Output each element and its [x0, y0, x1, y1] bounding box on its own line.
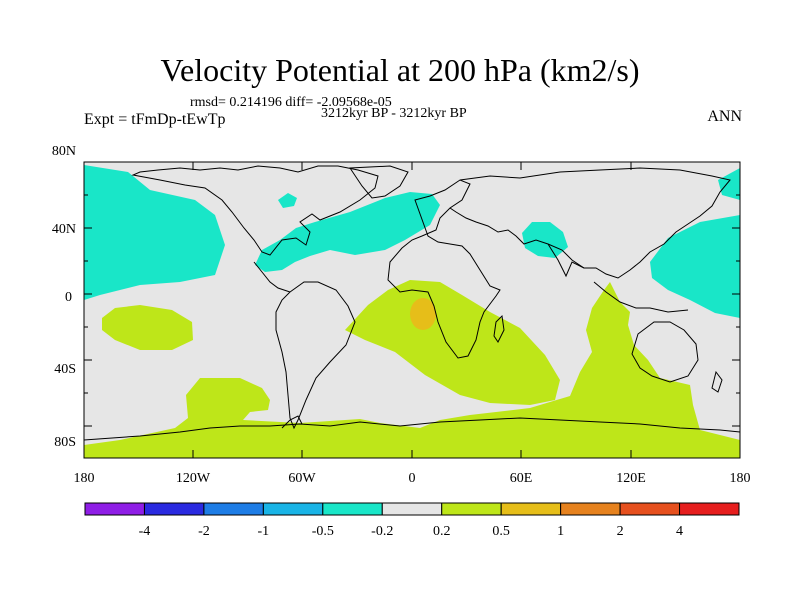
colorbar-swatch: [560, 502, 621, 516]
lat-ticks: [84, 161, 740, 427]
coast-new-zealand: [711, 370, 723, 393]
colorbar-swatch: [84, 502, 145, 516]
coast-antarctic-peninsula: [281, 415, 303, 429]
colorbar-label: -4: [139, 524, 151, 539]
colorbar-label: -0.5: [312, 524, 334, 539]
cyan-region-north-atlantic: [255, 192, 440, 272]
contour-fills: [84, 165, 740, 458]
colorbar-label: 0.5: [492, 524, 510, 539]
colorbar-swatch: [679, 502, 740, 516]
lon-label: 60E: [510, 471, 533, 486]
colorbar-swatch: [143, 502, 205, 516]
lat-label: 80S: [54, 435, 76, 450]
coast-india: [547, 243, 585, 278]
lat-label: 40S: [54, 362, 76, 377]
lon-label: 0: [409, 471, 416, 486]
green-region-southern-ocean: [84, 282, 740, 458]
cyan-region-north-pacific: [84, 165, 225, 300]
lat-label: 80N: [52, 144, 76, 159]
orange-region-gulf-of-guinea: [410, 298, 436, 330]
colorbar-label: 1: [557, 524, 564, 539]
colorbar-swatch: [500, 502, 562, 516]
coast-north-america: [131, 165, 379, 256]
lon-label: 60W: [288, 471, 316, 486]
colorbar-swatch: [619, 502, 681, 516]
colorbar-label: 2: [617, 524, 624, 539]
lon-label: 120E: [616, 471, 646, 486]
colorbar-swatch: [203, 502, 264, 516]
colorbar-label: -2: [198, 524, 210, 539]
colorbar-label: 0.2: [433, 524, 451, 539]
period-line: 3212kyr BP - 3212kyr BP: [321, 106, 467, 121]
cyan-region-west-pacific: [650, 215, 740, 318]
coast-indonesia: [593, 281, 689, 313]
coast-europe-africa: [387, 179, 501, 359]
coast-greenland: [349, 165, 409, 199]
colorbar-swatch: [262, 502, 324, 516]
coast-australia: [631, 321, 699, 383]
coast-madagascar: [493, 314, 505, 343]
stats-line: rmsd= 0.214196 diff= -2.09568e-05: [190, 95, 392, 110]
experiment-label: Expt = tFmDp-tEwTp: [84, 111, 226, 128]
map-title: Velocity Potential at 200 hPa (km2/s): [160, 52, 640, 88]
lat-label: 0: [65, 290, 72, 305]
season-label: ANN: [707, 108, 742, 125]
green-region-south-pacific: [102, 305, 193, 350]
colorbar-swatch: [322, 502, 383, 516]
coast-eurasia: [449, 167, 731, 279]
lat-label: 40N: [52, 222, 76, 237]
lon-label: 120W: [176, 471, 211, 486]
lon-ticks: [192, 162, 632, 458]
lon-label: 180: [730, 471, 751, 486]
colorbar-label: 4: [676, 524, 683, 539]
colorbar-label: -0.2: [371, 524, 393, 539]
cyan-region-greenland: [278, 193, 297, 208]
lon-label: 180: [74, 471, 95, 486]
coast-antarctica: [84, 417, 740, 441]
coastlines: [84, 165, 740, 441]
green-region-tropical-atlantic: [345, 280, 560, 405]
colorbar: -4 -2 -1 -0.5 -0.2 0.2 0.5 1 2 4: [84, 502, 740, 539]
coast-central-america: [253, 261, 291, 293]
cyan-region-arctic-east: [718, 168, 740, 200]
cyan-region-arabia: [522, 222, 568, 258]
colorbar-swatch: [441, 502, 502, 516]
coast-south-america: [275, 281, 356, 430]
colorbar-swatch: [381, 502, 443, 516]
colorbar-label: -1: [258, 524, 270, 539]
